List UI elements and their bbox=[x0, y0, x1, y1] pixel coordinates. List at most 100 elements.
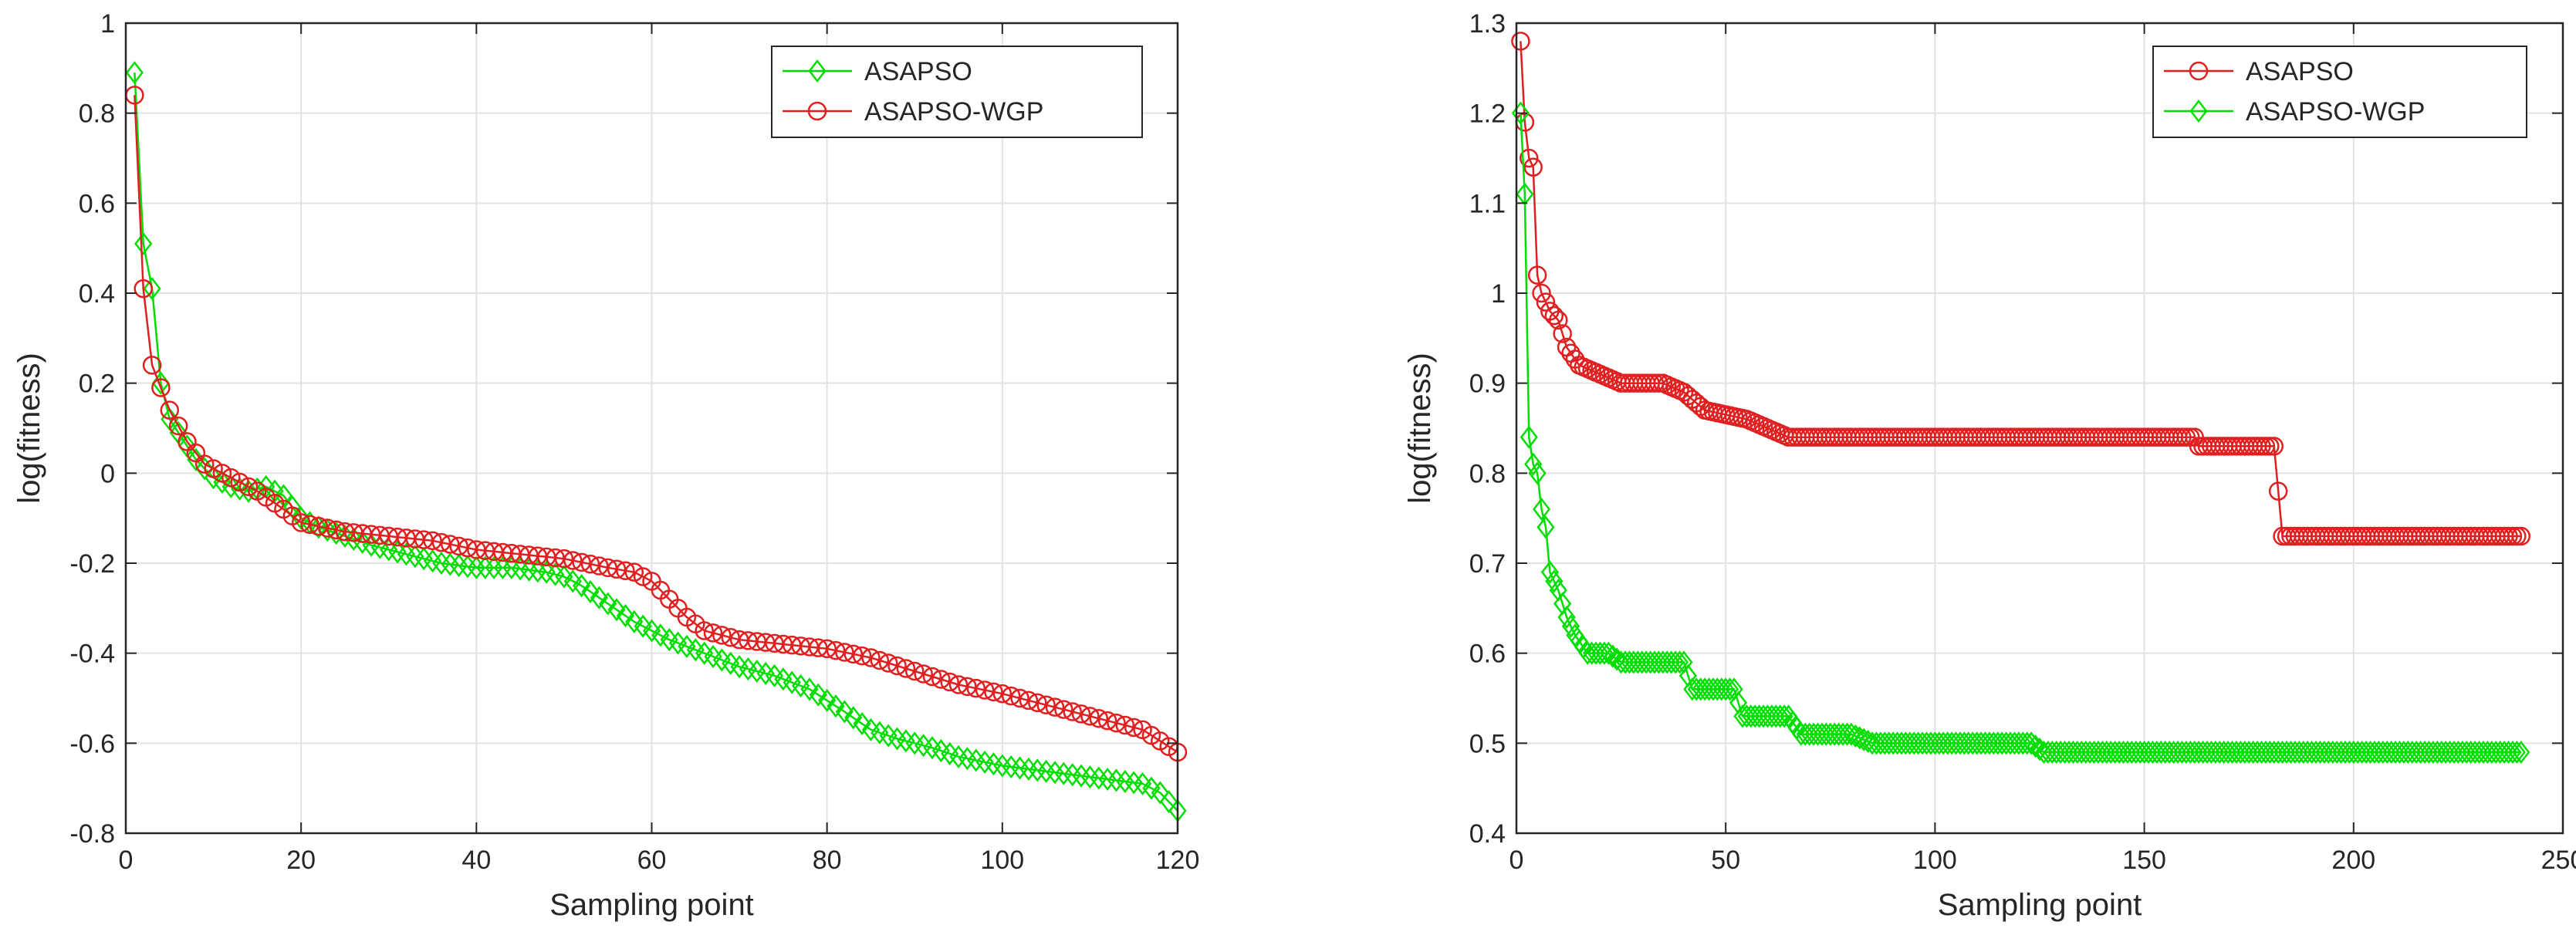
data-point-diamond bbox=[2051, 740, 2070, 765]
data-point-diamond bbox=[1884, 731, 1902, 755]
data-point-diamond bbox=[1591, 641, 1610, 665]
data-point-circle bbox=[554, 549, 574, 569]
data-point-circle bbox=[1523, 157, 1543, 177]
data-point-diamond bbox=[2440, 740, 2459, 765]
data-point-circle bbox=[1520, 148, 1539, 168]
data-point-diamond bbox=[1620, 650, 1639, 674]
data-point-circle bbox=[896, 659, 916, 678]
data-point-diamond bbox=[1658, 650, 1676, 674]
data-point-diamond bbox=[1830, 722, 1848, 746]
y-tick-label: 0.8 bbox=[79, 100, 115, 129]
data-point-circle bbox=[2260, 437, 2280, 456]
data-point-diamond bbox=[616, 604, 635, 628]
data-point-diamond bbox=[2311, 740, 2329, 765]
data-point-circle bbox=[922, 667, 942, 687]
data-point-diamond bbox=[2277, 740, 2296, 765]
data-point-circle bbox=[1089, 709, 1109, 728]
data-point-circle bbox=[2252, 437, 2271, 456]
data-point-circle bbox=[940, 672, 959, 692]
data-point-diamond bbox=[1599, 641, 1618, 665]
data-point-diamond bbox=[1888, 731, 1907, 755]
data-point-circle bbox=[870, 650, 890, 670]
data-point-diamond bbox=[1721, 677, 1739, 701]
data-point-diamond bbox=[2269, 740, 2287, 765]
data-point-diamond bbox=[1825, 722, 1844, 746]
data-point-diamond bbox=[2294, 740, 2313, 765]
data-point-circle bbox=[948, 675, 969, 694]
data-point-diamond bbox=[2084, 740, 2104, 765]
data-point-diamond bbox=[2403, 740, 2422, 765]
data-point-diamond bbox=[844, 706, 863, 730]
data-point-diamond bbox=[590, 586, 608, 609]
data-point-diamond bbox=[1160, 790, 1178, 814]
data-point-circle bbox=[142, 356, 162, 375]
data-point-diamond bbox=[2227, 740, 2246, 765]
data-point-diamond bbox=[1955, 731, 1973, 755]
data-point-diamond bbox=[2344, 740, 2363, 765]
y-axis-label: log(fitness) bbox=[1403, 353, 1437, 504]
data-point-diamond bbox=[2340, 740, 2358, 765]
data-point-diamond bbox=[2399, 740, 2417, 765]
data-point-diamond bbox=[599, 592, 617, 616]
data-point-diamond bbox=[2453, 740, 2472, 765]
data-point-circle bbox=[852, 646, 872, 666]
data-point-diamond bbox=[2357, 740, 2375, 765]
x-axis-label: Sampling point bbox=[549, 888, 754, 922]
data-point-diamond bbox=[2483, 740, 2501, 765]
data-point-diamond bbox=[2374, 740, 2392, 765]
legend-label: ASAPSO-WGP bbox=[864, 97, 1043, 127]
data-point-diamond bbox=[2298, 740, 2317, 765]
data-point-circle bbox=[1124, 717, 1144, 738]
data-point-diamond bbox=[1834, 722, 1852, 746]
data-point-circle bbox=[984, 682, 1003, 702]
legend: ASAPSO ASAPSO-WGP bbox=[2152, 46, 2527, 138]
data-point-diamond bbox=[2470, 740, 2489, 765]
data-point-diamond bbox=[607, 598, 626, 622]
data-point-diamond bbox=[2248, 740, 2267, 765]
data-point-diamond bbox=[800, 677, 819, 701]
data-point-diamond bbox=[1654, 650, 1672, 674]
data-point-diamond bbox=[2110, 740, 2128, 765]
data-point-diamond bbox=[1934, 731, 1952, 755]
legend-box bbox=[2152, 46, 2527, 138]
data-point-diamond bbox=[1616, 650, 1635, 674]
data-point-diamond bbox=[1754, 704, 1773, 728]
data-point-circle bbox=[1532, 283, 1551, 303]
data-point-circle bbox=[563, 551, 583, 570]
data-point-circle bbox=[966, 678, 986, 698]
chart-right: 0 50 100 150 200 250 0.4 0.5 0.6 0.7 0.8 0.9 1 1.1 1.2… bbox=[1403, 9, 2576, 922]
data-point-circle bbox=[238, 477, 259, 497]
data-point-diamond bbox=[1545, 569, 1564, 593]
y-tick-label: -0.6 bbox=[69, 729, 115, 758]
data-point-diamond bbox=[2324, 740, 2342, 765]
data-point-diamond bbox=[1536, 515, 1555, 539]
data-point-diamond bbox=[1520, 425, 1538, 449]
data-point-diamond bbox=[485, 555, 503, 579]
data-point-diamond bbox=[2252, 740, 2271, 765]
data-point-diamond bbox=[1695, 677, 1714, 701]
data-point-diamond bbox=[2499, 740, 2518, 765]
ticks: 0 20 40 60 80 100 120 -0.8 -0.6 -0.4 -0.2 0 0.2 0.4 0.… bbox=[69, 9, 1199, 875]
data-point-diamond bbox=[1871, 731, 1890, 755]
data-point-diamond bbox=[1963, 731, 1982, 755]
data-point-circle bbox=[1080, 707, 1100, 726]
data-point-circle bbox=[905, 661, 925, 681]
series-asapso-wgp bbox=[125, 86, 1188, 762]
data-point-diamond bbox=[642, 619, 661, 643]
x-tick-label: 120 bbox=[1156, 846, 1200, 875]
data-point-diamond bbox=[1578, 641, 1597, 665]
data-point-diamond bbox=[2047, 740, 2066, 765]
data-point-diamond bbox=[2260, 740, 2279, 765]
data-point-diamond bbox=[2412, 740, 2430, 765]
data-point-circle bbox=[1019, 690, 1039, 711]
data-point-circle bbox=[1036, 695, 1056, 714]
data-point-diamond bbox=[143, 277, 161, 301]
data-point-diamond bbox=[2081, 740, 2099, 765]
data-point-diamond bbox=[1712, 677, 1731, 701]
data-point-diamond bbox=[239, 479, 258, 503]
data-point-diamond bbox=[2466, 740, 2484, 765]
data-point-diamond bbox=[2068, 740, 2087, 765]
data-point-circle bbox=[817, 639, 837, 659]
legend-marker-circle bbox=[807, 101, 827, 121]
y-tick-label: 0.9 bbox=[1469, 370, 1506, 399]
